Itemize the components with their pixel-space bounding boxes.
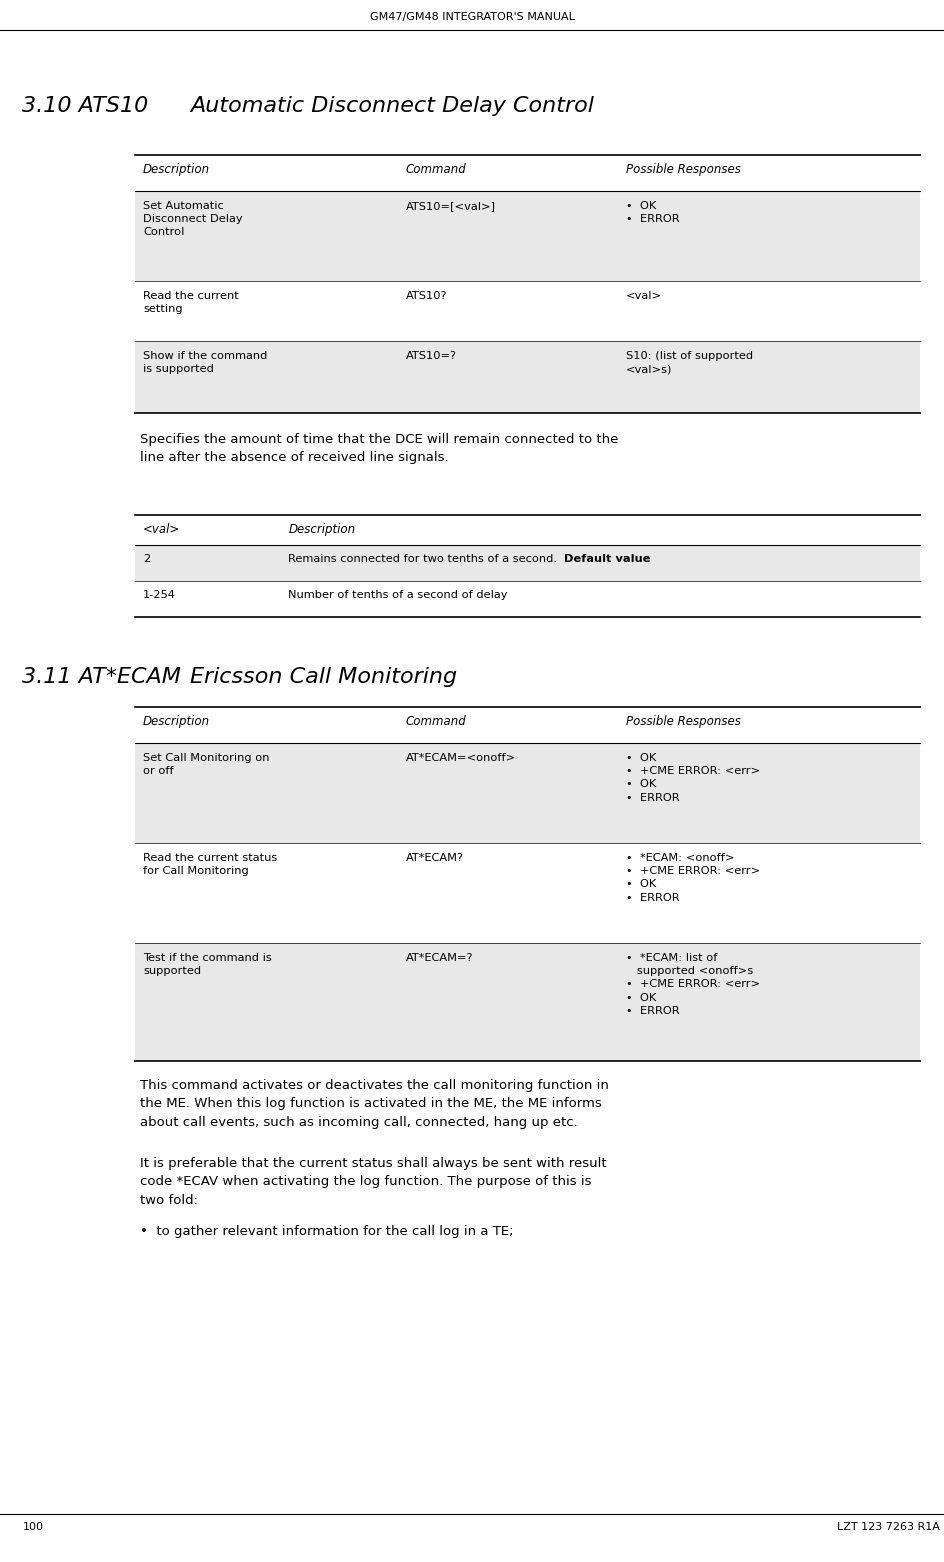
Text: <val>: <val> [625,291,661,301]
Text: ATS10=?: ATS10=? [406,351,457,361]
Text: 100: 100 [23,1521,44,1532]
Text: Number of tenths of a second of delay: Number of tenths of a second of delay [288,590,507,600]
Text: 3.10 ATS10: 3.10 ATS10 [22,95,148,116]
Text: Command: Command [406,715,466,728]
Text: AT*ECAM=<onoff>: AT*ECAM=<onoff> [406,753,515,762]
Text: LZT 123 7263 R1A: LZT 123 7263 R1A [836,1521,939,1532]
Text: •  OK
•  +CME ERROR: <err>
•  OK
•  ERROR: • OK • +CME ERROR: <err> • OK • ERROR [625,753,759,803]
Text: S10: (list of supported
<val>s): S10: (list of supported <val>s) [625,351,752,375]
Bar [135,341,919,412]
Text: •  OK
•  ERROR: • OK • ERROR [625,201,679,225]
Text: GM47/GM48 INTEGRATOR'S MANUAL: GM47/GM48 INTEGRATOR'S MANUAL [370,12,574,22]
Text: Test if the command is
supported: Test if the command is supported [143,953,272,976]
Text: •  *ECAM: list of
   supported <onoff>s
•  +CME ERROR: <err>
•  OK
•  ERROR: • *ECAM: list of supported <onoff>s • +C… [625,953,759,1015]
Text: ATS10?: ATS10? [406,291,447,301]
Text: Automatic Disconnect Delay Control: Automatic Disconnect Delay Control [190,95,593,116]
Text: ATS10=[<val>]: ATS10=[<val>] [406,201,496,211]
Text: Default value: Default value [564,555,650,564]
Text: Ericsson Call Monitoring: Ericsson Call Monitoring [190,667,457,687]
Text: Set Call Monitoring on
or off: Set Call Monitoring on or off [143,753,269,776]
Text: AT*ECAM=?: AT*ECAM=? [406,953,473,964]
Text: Description: Description [143,162,210,177]
Text: Description: Description [288,523,355,536]
Text: 3.11 AT*ECAM: 3.11 AT*ECAM [22,667,181,687]
Text: Show if the command
is supported: Show if the command is supported [143,351,267,375]
Text: •  *ECAM: <onoff>
•  +CME ERROR: <err>
•  OK
•  ERROR: • *ECAM: <onoff> • +CME ERROR: <err> • O… [625,853,759,903]
Text: AT*ECAM?: AT*ECAM? [406,853,464,862]
Text: 1-254: 1-254 [143,590,176,600]
Text: Remains connected for two tenths of a second.: Remains connected for two tenths of a se… [288,555,564,564]
Text: Command: Command [406,162,466,177]
Text: Set Automatic
Disconnect Delay
Control: Set Automatic Disconnect Delay Control [143,201,243,237]
Text: <val>: <val> [143,523,180,536]
Text: •  to gather relevant information for the call log in a TE;: • to gather relevant information for the… [140,1225,513,1239]
Text: This command activates or deactivates the call monitoring function in
the ME. Wh: This command activates or deactivates th… [140,1079,608,1129]
Text: Description: Description [143,715,210,728]
Text: Read the current status
for Call Monitoring: Read the current status for Call Monitor… [143,853,277,876]
Text: Specifies the amount of time that the DCE will remain connected to the
line afte: Specifies the amount of time that the DC… [140,433,617,464]
Text: Possible Responses: Possible Responses [625,715,740,728]
Text: Possible Responses: Possible Responses [625,162,740,177]
Text: Read the current
setting: Read the current setting [143,291,239,314]
Text: 2: 2 [143,555,150,564]
Text: It is preferable that the current status shall always be sent with result
code *: It is preferable that the current status… [140,1157,606,1207]
Bar [135,191,919,281]
Bar [135,943,919,1061]
Bar [135,545,919,581]
Bar [135,744,919,843]
